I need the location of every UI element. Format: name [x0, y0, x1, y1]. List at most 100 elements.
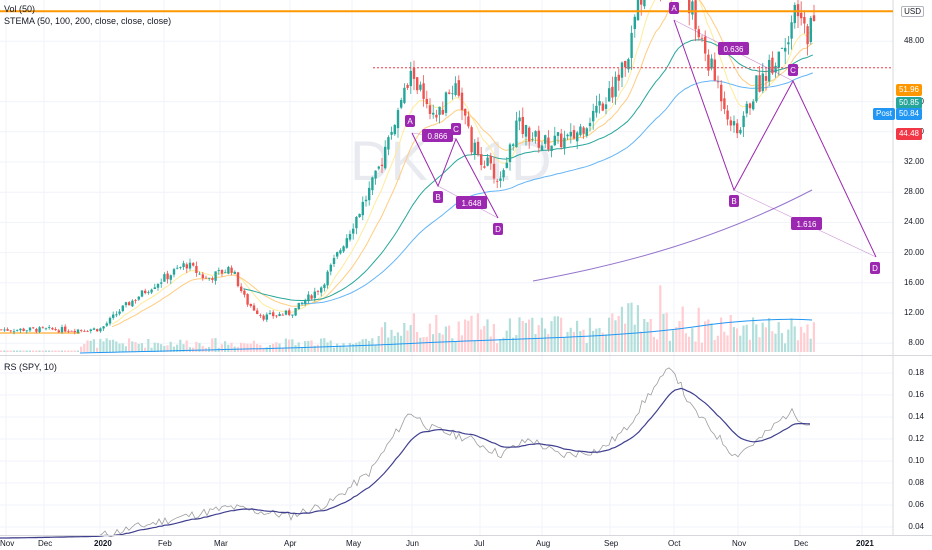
volume-bar [224, 341, 227, 352]
candle-body [240, 286, 243, 292]
candle-body [444, 92, 448, 113]
volume-bar [310, 340, 313, 352]
left-ratio-bc [422, 129, 453, 142]
volume-bar [432, 334, 435, 352]
volume-bar [732, 327, 735, 352]
candle-body [508, 144, 512, 163]
candle-body [531, 139, 534, 141]
candle-body [179, 267, 182, 268]
current-price-tag: 50.85 [895, 97, 922, 109]
volume-bar [640, 331, 643, 352]
candle-body [761, 73, 764, 92]
volume-bar [83, 343, 86, 352]
time-tick-label: 2020 [94, 539, 112, 548]
volume-legend[interactable]: Vol (50) [4, 4, 36, 14]
rs-ma-line [0, 387, 811, 539]
price-tick-label: 8.00 [908, 338, 924, 348]
volume-bar [112, 339, 115, 352]
volume-bar [604, 334, 607, 352]
candle-body [422, 83, 425, 99]
candle-body [281, 314, 284, 316]
volume-bar [60, 350, 63, 352]
candle-body [537, 130, 540, 148]
candle-body [451, 93, 454, 95]
volume-bar [169, 341, 172, 352]
volume-bar [729, 314, 732, 352]
candle-body [688, 0, 691, 14]
volume-bar [803, 332, 806, 352]
volume-bar [572, 331, 575, 352]
rs-tick-label: 0.14 [908, 412, 924, 421]
candle-body [732, 121, 736, 126]
candle-body [272, 312, 275, 317]
candle-body [441, 109, 444, 115]
candle-body [371, 177, 374, 191]
volume-bar [508, 318, 511, 352]
volume-bar [377, 335, 380, 352]
candle-body [502, 170, 505, 178]
candle-body [483, 166, 486, 168]
volume-bar [19, 350, 22, 352]
candle-body [374, 170, 377, 179]
volume-bar [646, 322, 649, 352]
volume-bar [67, 350, 70, 352]
candle-body [492, 163, 496, 179]
candle-body [569, 131, 572, 137]
candle-body [384, 146, 387, 169]
candle-body [435, 114, 438, 118]
volume-bar [188, 347, 191, 352]
volume-bar [556, 316, 559, 352]
left-ratio-cd-text: 1.648 [461, 199, 482, 208]
time-tick-label: Feb [158, 539, 172, 548]
candle-body [153, 287, 156, 289]
ema-mid-line [111, 0, 814, 328]
volume-bar [688, 336, 691, 352]
candle-body [598, 101, 601, 106]
volume-bar [796, 340, 799, 352]
candle-body [505, 162, 508, 168]
volume-bar [755, 324, 758, 352]
volume-bar [70, 350, 73, 352]
volume-bar [246, 343, 249, 352]
candle-body [368, 187, 371, 201]
candle-body [729, 120, 732, 126]
stema-legend[interactable]: STEMA (50, 100, 200, close, close, close… [4, 16, 172, 26]
volume-bar [435, 315, 438, 352]
volume-bar [131, 341, 134, 352]
candle-body [755, 75, 758, 102]
candle-body [643, 0, 646, 7]
volume-bar [396, 332, 399, 352]
candle-body [716, 81, 720, 83]
currency-label[interactable]: USD [901, 6, 924, 17]
candle-body [640, 0, 643, 5]
candle-body [428, 105, 432, 115]
volume-bar [454, 341, 457, 352]
volume-bar [35, 350, 38, 352]
candle-body [323, 284, 326, 288]
candle-body [342, 246, 345, 252]
candle-body [32, 327, 35, 329]
volume-bar [681, 306, 684, 352]
volume-bar [569, 327, 572, 352]
candle-body [425, 98, 428, 105]
volume-bar [748, 339, 751, 352]
volume-bar [256, 344, 259, 352]
candle-body [534, 131, 537, 137]
rs-legend[interactable]: RS (SPY, 10) [4, 362, 57, 372]
price-tick-label: 28.00 [903, 187, 924, 197]
candle-body [198, 273, 201, 275]
volume-bar [633, 324, 636, 352]
volume-bar [649, 318, 652, 352]
rs-tick-label: 0.10 [908, 456, 924, 465]
candle-body [489, 155, 492, 164]
candle-body [777, 51, 780, 68]
volume-bar [44, 350, 47, 352]
candle-body [576, 132, 579, 142]
time-tick-label: Dec [794, 539, 809, 548]
volume-bar [284, 338, 287, 352]
volume-bar [512, 337, 515, 352]
candle-body [307, 294, 310, 302]
candle-body [44, 328, 48, 330]
pane-separator[interactable] [0, 355, 932, 356]
